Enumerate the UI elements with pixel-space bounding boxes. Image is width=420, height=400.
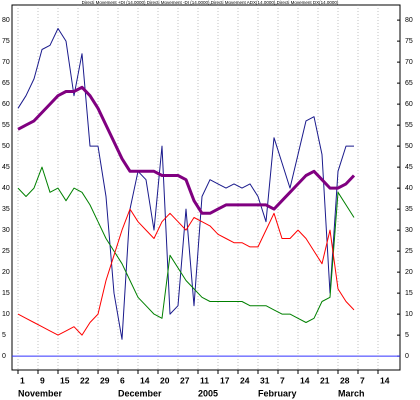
y-tick-label: 65: [2, 80, 10, 87]
x-tick-label: 21: [320, 375, 330, 385]
y-tick-label-right: 75: [405, 38, 413, 45]
y-tick-label-right: 65: [405, 80, 413, 87]
x-tick-label: 17: [220, 375, 230, 385]
chart-title: Directi Movement +DI (14.0000) Directi M…: [82, 0, 339, 5]
y-tick-label: 70: [2, 59, 10, 66]
x-tick-label: 20: [160, 375, 170, 385]
plot-frame: [11, 4, 401, 371]
x-tick-label: 9: [40, 375, 45, 385]
y-tick-label-right: 0: [405, 353, 409, 360]
x-tick-label: 27: [180, 375, 190, 385]
x-tick-label: 14: [140, 375, 150, 385]
y-tick-label: 35: [2, 206, 10, 213]
y-tick-label-right: 70: [405, 59, 413, 66]
y-tick-label-right: 25: [405, 248, 413, 255]
x-tick-label: 7: [280, 375, 285, 385]
y-tick-label: 0: [2, 353, 6, 360]
x-tick-label: 22: [80, 375, 90, 385]
y-tick-label: 5: [2, 332, 6, 339]
y-tick-label: 15: [2, 290, 10, 297]
x-tick-label: 15: [60, 375, 70, 385]
x-tick-label: 29: [100, 375, 110, 385]
x-tick-label: 11: [200, 375, 209, 385]
y-tick-label-right: 5: [405, 332, 409, 339]
month-label: February: [258, 388, 297, 398]
series-line: [17, 28, 354, 340]
y-tick-label-right: 15: [405, 290, 413, 297]
y-tick-label-right: 50: [405, 143, 413, 150]
y-tick-label: 80: [2, 17, 10, 24]
y-tick-label: 50: [2, 143, 10, 150]
y-tick-label-right: 10: [405, 311, 413, 318]
month-label: December: [118, 388, 162, 398]
y-tick-label-right: 80: [405, 17, 413, 24]
y-tick-label: 30: [2, 227, 10, 234]
series-line: [17, 208, 355, 336]
y-tick-label: 10: [2, 311, 10, 318]
y-tick-label-right: 30: [405, 227, 413, 234]
x-tick-label: 14: [300, 375, 310, 385]
x-tick-label: 7: [360, 375, 365, 385]
y-tick-label: 75: [2, 38, 10, 45]
month-label: 2005: [198, 388, 218, 398]
y-tick-label: 60: [2, 101, 10, 108]
y-tick-label: 40: [2, 185, 10, 192]
x-tick-label: 28: [340, 375, 350, 385]
y-tick-label-right: 40: [405, 185, 413, 192]
month-label: November: [18, 388, 63, 398]
y-tick-label: 45: [2, 164, 10, 171]
series-line: [17, 166, 355, 323]
y-tick-label-right: 20: [405, 269, 413, 276]
y-tick-label-right: 60: [405, 101, 413, 108]
x-tick-label: 31: [260, 375, 270, 385]
y-tick-label-right: 35: [405, 206, 413, 213]
x-tick-label: 24: [240, 375, 250, 385]
y-tick-label-right: 55: [405, 122, 413, 129]
y-tick-label: 25: [2, 248, 10, 255]
month-label: March: [338, 388, 365, 398]
y-tick-label-right: 45: [405, 164, 413, 171]
y-tick-label: 20: [2, 269, 10, 276]
series-line: [17, 85, 356, 215]
y-tick-label: 55: [2, 122, 10, 129]
x-tick-label: 1: [20, 375, 25, 385]
x-tick-label: 6: [120, 375, 125, 385]
x-tick-label: 14: [380, 375, 390, 385]
